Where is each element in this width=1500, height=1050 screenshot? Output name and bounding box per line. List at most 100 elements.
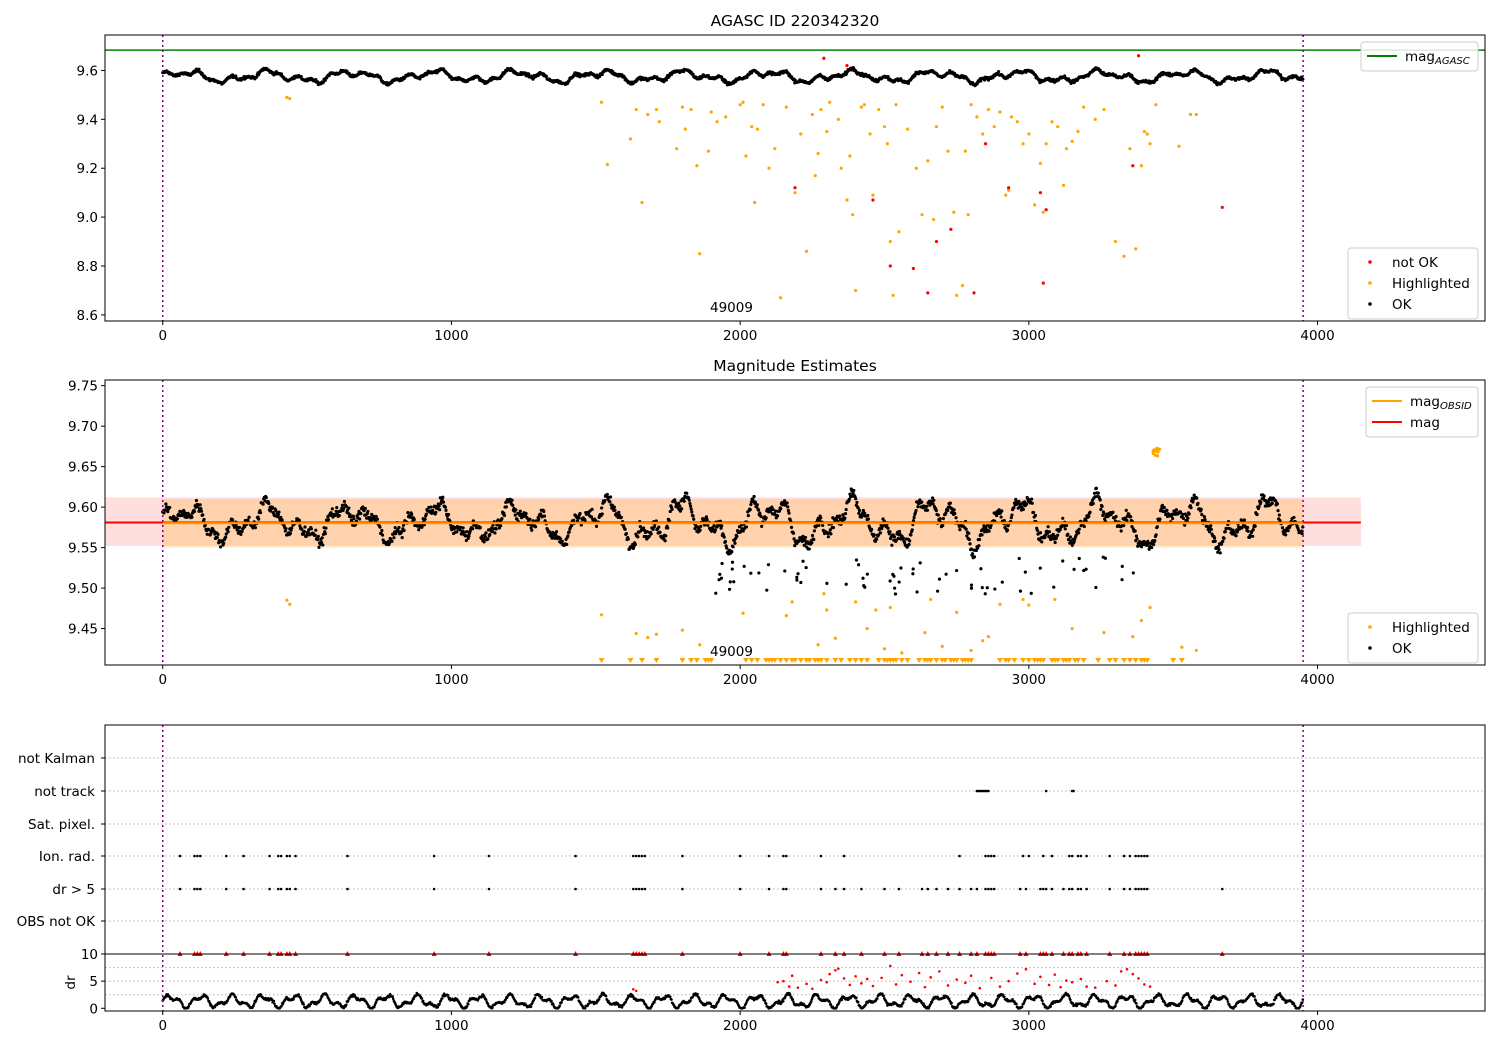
flag-point [1079, 887, 1083, 891]
ok-point [915, 590, 919, 594]
dr-point [538, 994, 542, 997]
clipped-low-marker [864, 658, 871, 663]
ok-point [410, 512, 414, 517]
ok-point [471, 527, 475, 531]
ok-point [699, 524, 703, 528]
x-tick-label: 1000 [434, 672, 468, 688]
ok-point [402, 528, 406, 533]
y-tick-label: 9.45 [68, 622, 98, 638]
ok-point [175, 517, 179, 521]
ok-point [438, 508, 442, 512]
ok-point [340, 503, 345, 507]
flag-point [1108, 854, 1111, 858]
flag-point [842, 854, 846, 858]
ok-point [678, 509, 682, 513]
ok-point [1162, 505, 1166, 510]
ok-point [380, 528, 384, 533]
highlighted-point [784, 614, 788, 618]
ok-point [1158, 517, 1162, 521]
clipped-low-marker [1112, 658, 1119, 663]
ok-point [515, 517, 519, 521]
ok-point [323, 532, 327, 536]
clipped-low-marker [832, 658, 839, 663]
ok-point [199, 507, 203, 511]
ok-point [892, 535, 897, 539]
ok-point [429, 505, 433, 509]
ok-point [274, 508, 278, 513]
flag-point [288, 887, 292, 891]
ok-point [862, 511, 867, 515]
ok-point [866, 517, 870, 521]
flag-point [860, 887, 863, 891]
not-ok-point [1041, 281, 1045, 285]
flag-point [834, 887, 837, 891]
x-tick-label: 2000 [723, 328, 757, 344]
ok-point [215, 535, 219, 540]
legend-label: OK [1392, 297, 1413, 313]
highlighted-point [868, 132, 872, 136]
flag-point [1041, 854, 1045, 858]
highlighted-point [926, 159, 930, 163]
ok-point [941, 516, 945, 521]
ok-point [201, 513, 205, 517]
ok-point [783, 569, 787, 573]
clipped-low-marker [783, 658, 790, 663]
highlighted-point [905, 127, 910, 131]
dr-point [446, 994, 450, 997]
x-tick-label: 4000 [1300, 672, 1334, 688]
ok-point [190, 515, 194, 519]
ok-point [305, 533, 309, 537]
clipped-low-marker [792, 658, 798, 663]
clipped-low-marker [679, 658, 686, 663]
ok-point [935, 589, 940, 593]
highlighted-point [986, 107, 991, 112]
ok-point [872, 533, 876, 537]
highlighted-point [741, 100, 745, 104]
ok-point [1196, 501, 1200, 505]
dr-point [587, 1002, 591, 1006]
ok-point [753, 500, 757, 504]
ok-point [633, 542, 637, 547]
dr-point [560, 1000, 563, 1004]
flag-point [637, 854, 641, 858]
clipped-low-marker [771, 658, 778, 663]
ok-point [1018, 589, 1023, 593]
ok-point [704, 515, 709, 519]
clipped-low-marker [1040, 658, 1047, 663]
ok-point [1120, 578, 1124, 582]
highlighted-point [773, 147, 777, 151]
ok-point [795, 578, 799, 582]
ok-point [779, 507, 783, 511]
ok-point [687, 496, 691, 500]
highlighted-point [929, 597, 933, 602]
flag-point [178, 887, 182, 891]
dr-point [206, 997, 210, 1000]
ok-point [297, 518, 301, 522]
flag-point [1140, 887, 1143, 891]
ok-point [1296, 528, 1300, 532]
ok-point [647, 534, 651, 539]
ok-point [290, 526, 294, 530]
ok-point [1154, 533, 1158, 537]
ok-point [1088, 510, 1092, 514]
ok-point [692, 517, 696, 521]
ok-point [997, 508, 1001, 512]
ok-point [1091, 501, 1095, 506]
ok-point [925, 504, 929, 508]
ok-point [863, 585, 867, 589]
ok-point [334, 509, 338, 513]
dr-point [328, 999, 332, 1002]
ok-point [321, 80, 326, 84]
ok-point [979, 567, 983, 571]
ok-point [658, 530, 662, 534]
ok-point [1054, 536, 1058, 540]
highlighted-point [744, 154, 748, 158]
flag-point [1044, 789, 1048, 793]
ok-point [854, 558, 859, 562]
ok-point [317, 545, 321, 550]
ok-point [722, 535, 726, 539]
ok-point [918, 498, 922, 502]
dr-point [465, 1005, 469, 1008]
flag-point [958, 854, 961, 858]
ok-point [349, 515, 353, 519]
